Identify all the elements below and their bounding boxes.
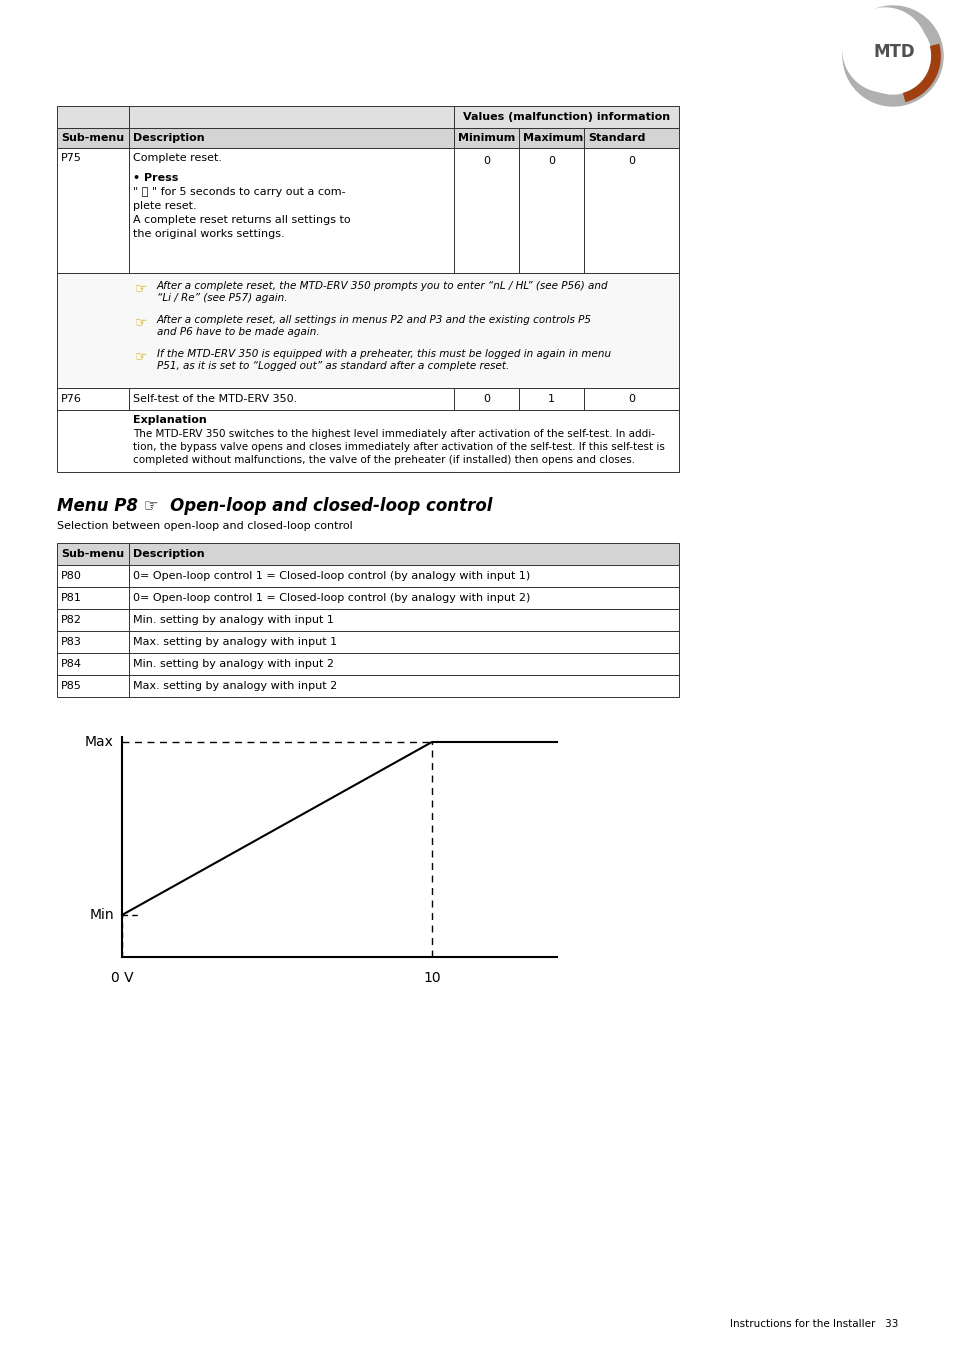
Bar: [454, 388, 518, 409]
Bar: [57, 676, 129, 697]
Bar: [57, 273, 679, 388]
Bar: [129, 105, 454, 128]
Text: Max. setting by analogy with input 2: Max. setting by analogy with input 2: [132, 681, 337, 690]
Bar: [518, 149, 583, 273]
Text: the original works settings.: the original works settings.: [132, 230, 284, 239]
Bar: [57, 388, 129, 409]
Text: ☞: ☞: [135, 281, 148, 295]
Text: “Li / Re” (see P57) again.: “Li / Re” (see P57) again.: [157, 293, 287, 303]
Text: Maximum: Maximum: [522, 132, 582, 143]
Text: P85: P85: [61, 681, 82, 690]
Text: Max. setting by analogy with input 1: Max. setting by analogy with input 1: [132, 638, 336, 647]
Text: Instructions for the Installer   33: Instructions for the Installer 33: [729, 1319, 897, 1329]
Text: Standard: Standard: [587, 132, 644, 143]
Bar: [454, 149, 518, 273]
Bar: [129, 586, 679, 609]
Text: P76: P76: [61, 394, 82, 404]
Text: 0 V: 0 V: [111, 971, 133, 985]
Bar: [129, 543, 679, 565]
Text: Min. setting by analogy with input 2: Min. setting by analogy with input 2: [132, 659, 334, 669]
Text: Sub-menu: Sub-menu: [61, 132, 124, 143]
Bar: [454, 128, 518, 149]
Text: Values (malfunction) information: Values (malfunction) information: [462, 112, 669, 122]
Text: 1: 1: [547, 394, 555, 404]
Text: P75: P75: [61, 153, 82, 163]
Text: Sub-menu: Sub-menu: [61, 549, 124, 559]
Text: tion, the bypass valve opens and closes immediately after activation of the self: tion, the bypass valve opens and closes …: [132, 442, 664, 453]
Text: and P6 have to be made again.: and P6 have to be made again.: [157, 327, 319, 336]
Bar: [129, 676, 679, 697]
Text: Min: Min: [90, 908, 113, 921]
Bar: [57, 105, 129, 128]
Text: Description: Description: [132, 549, 204, 559]
Text: • Press: • Press: [132, 173, 178, 182]
Text: completed without malfunctions, the valve of the preheater (if installed) then o: completed without malfunctions, the valv…: [132, 455, 635, 465]
Bar: [518, 128, 583, 149]
Bar: [57, 653, 129, 676]
Bar: [129, 631, 679, 653]
Bar: [583, 388, 679, 409]
Bar: [583, 128, 679, 149]
Text: P80: P80: [61, 571, 82, 581]
Bar: [57, 409, 679, 471]
Bar: [129, 653, 679, 676]
Text: Self-test of the MTD-ERV 350.: Self-test of the MTD-ERV 350.: [132, 394, 297, 404]
Text: P83: P83: [61, 638, 82, 647]
Text: 0= Open-loop control 1 = Closed-loop control (by analogy with input 1): 0= Open-loop control 1 = Closed-loop con…: [132, 571, 530, 581]
Bar: [129, 565, 679, 586]
Bar: [57, 586, 129, 609]
Bar: [129, 149, 454, 273]
Text: Explanation: Explanation: [132, 415, 207, 426]
Text: 0= Open-loop control 1 = Closed-loop control (by analogy with input 2): 0= Open-loop control 1 = Closed-loop con…: [132, 593, 530, 603]
Text: P51, as it is set to “Logged out” as standard after a complete reset.: P51, as it is set to “Logged out” as sta…: [157, 361, 509, 372]
Text: 0: 0: [627, 394, 635, 404]
Bar: [129, 128, 454, 149]
Text: Max: Max: [85, 735, 113, 748]
Text: If the MTD-ERV 350 is equipped with a preheater, this must be logged in again in: If the MTD-ERV 350 is equipped with a pr…: [157, 349, 611, 359]
Text: Minimum: Minimum: [457, 132, 515, 143]
Bar: [454, 105, 679, 128]
Text: ☞: ☞: [135, 315, 148, 330]
Bar: [57, 128, 129, 149]
Text: Menu P8 ☞  Open-loop and closed-loop control: Menu P8 ☞ Open-loop and closed-loop cont…: [57, 497, 492, 515]
Bar: [57, 543, 129, 565]
Text: Complete reset.: Complete reset.: [132, 153, 222, 163]
Text: Selection between open-loop and closed-loop control: Selection between open-loop and closed-l…: [57, 521, 353, 531]
Circle shape: [854, 18, 930, 95]
Text: Min. setting by analogy with input 1: Min. setting by analogy with input 1: [132, 615, 334, 626]
Text: The MTD-ERV 350 switches to the highest level immediately after activation of th: The MTD-ERV 350 switches to the highest …: [132, 430, 655, 439]
Text: A complete reset returns all settings to: A complete reset returns all settings to: [132, 215, 351, 226]
Bar: [583, 149, 679, 273]
Text: P84: P84: [61, 659, 82, 669]
Bar: [57, 631, 129, 653]
Bar: [129, 388, 454, 409]
Text: P81: P81: [61, 593, 82, 603]
Text: 10: 10: [423, 971, 440, 985]
Bar: [129, 609, 679, 631]
Bar: [57, 565, 129, 586]
Text: MTD: MTD: [872, 43, 914, 61]
Text: ☞: ☞: [135, 349, 148, 363]
Bar: [518, 388, 583, 409]
Text: P82: P82: [61, 615, 82, 626]
Text: 0: 0: [627, 155, 635, 166]
Text: " ⓧ " for 5 seconds to carry out a com-: " ⓧ " for 5 seconds to carry out a com-: [132, 186, 345, 197]
Text: After a complete reset, the MTD-ERV 350 prompts you to enter “nL / HL” (see P56): After a complete reset, the MTD-ERV 350 …: [157, 281, 608, 290]
Circle shape: [842, 5, 942, 105]
Text: 0: 0: [482, 394, 490, 404]
Text: After a complete reset, all settings in menus P2 and P3 and the existing control: After a complete reset, all settings in …: [157, 315, 592, 326]
Circle shape: [842, 8, 926, 92]
Text: plete reset.: plete reset.: [132, 201, 196, 211]
Text: Description: Description: [132, 132, 204, 143]
Bar: [57, 609, 129, 631]
Text: 0: 0: [547, 155, 555, 166]
Text: 0: 0: [482, 155, 490, 166]
Bar: [57, 149, 129, 273]
